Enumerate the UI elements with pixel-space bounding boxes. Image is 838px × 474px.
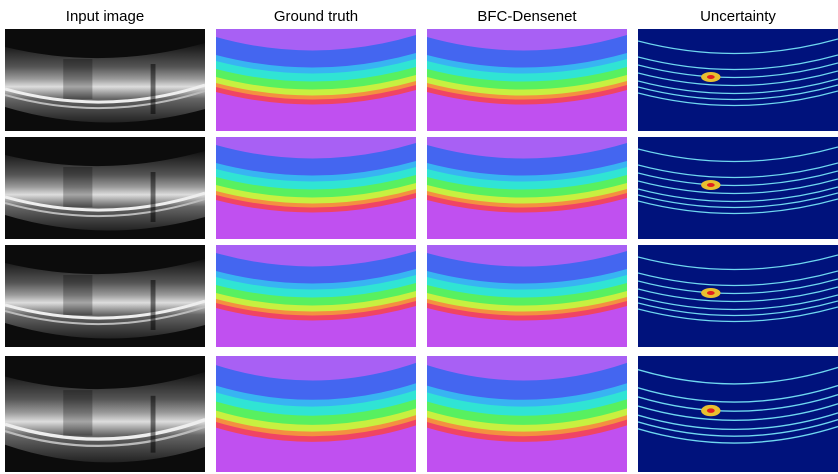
- column-header: Ground truth: [274, 8, 358, 25]
- image-panel: [427, 245, 627, 347]
- image-panel: [638, 29, 838, 131]
- column-header: Uncertainty: [700, 8, 776, 25]
- column-header: Input image: [66, 8, 144, 25]
- panels: [5, 29, 838, 472]
- image-panel: [216, 356, 416, 472]
- image-panel: [5, 29, 205, 131]
- image-panel: [5, 245, 205, 347]
- image-panel: [638, 137, 838, 239]
- column-headers: Input image Ground truth BFC-Densenet Uncer…: [66, 8, 777, 25]
- image-panel: [5, 137, 205, 239]
- image-panel: [216, 245, 416, 347]
- image-panel: [427, 29, 627, 131]
- column-header: BFC-Densenet: [477, 8, 577, 25]
- image-panel: [216, 137, 416, 239]
- image-panel: [638, 245, 838, 347]
- image-panel: [427, 356, 627, 472]
- image-panel: [427, 137, 627, 239]
- image-panel: [216, 29, 416, 131]
- image-panel: [5, 356, 205, 472]
- image-panel: [638, 356, 838, 472]
